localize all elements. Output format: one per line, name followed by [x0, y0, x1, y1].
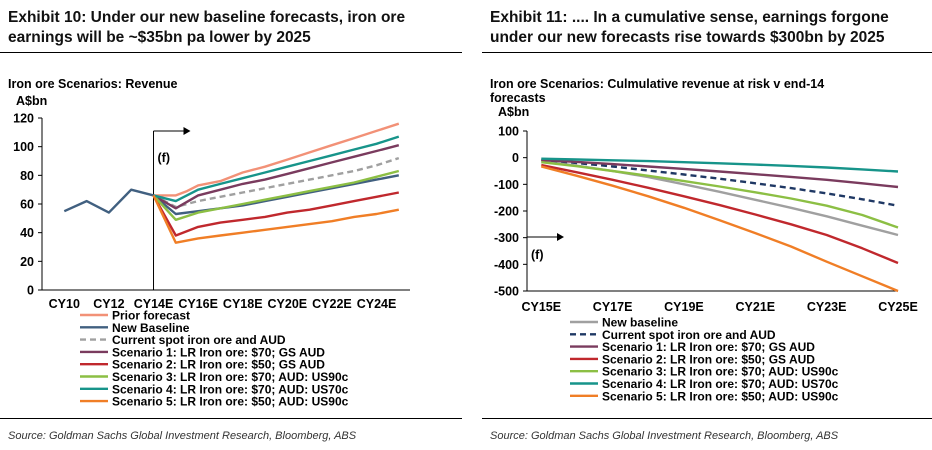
legend-label: Scenario 2: LR Iron ore: $50; GS AUD — [602, 352, 815, 366]
forecast-annotation: (f) — [531, 248, 544, 262]
series-line — [153, 122, 400, 197]
x-tick-label: CY14E — [134, 297, 174, 311]
series-line — [541, 157, 899, 173]
y-axis-unit: A$bn — [498, 105, 530, 119]
x-tick-label: CY21E — [736, 300, 776, 314]
x-tick-label: CY15E — [521, 300, 561, 314]
chart-title: Iron ore Scenarios: Revenue — [8, 77, 178, 91]
x-tick-label: CY24E — [357, 297, 397, 311]
chart-title: Iron ore Scenarios: Culmulative revenue … — [490, 77, 824, 105]
x-tick-label: CY10 — [49, 297, 80, 311]
exhibit-11-title-line1: Exhibit 11: .... In a cumulative sense, … — [490, 9, 889, 26]
revenue-chart: 0 20 40 60 80 100 120 CY10 CY12 CY14E CY16E CY18E CY… — [13, 112, 410, 409]
y-tick-label: 60 — [20, 198, 34, 212]
legend-label: Scenario 4: LR Iron ore: $70; AUD: US70c — [602, 377, 839, 391]
series-line — [152, 156, 400, 209]
forecast-arrow-head — [557, 233, 564, 241]
y-tick-label: 100 — [498, 125, 519, 139]
y-tick-label: 100 — [13, 140, 34, 154]
x-tick-label: CY20E — [268, 297, 308, 311]
title-divider — [482, 52, 932, 53]
y-tick-label: -200 — [494, 205, 519, 219]
x-tick-label: CY18E — [223, 297, 263, 311]
legend-label: Scenario 1: LR Iron ore: $70; GS AUD — [602, 340, 815, 354]
series-line — [152, 144, 400, 210]
y-tick-label: 0 — [27, 284, 34, 298]
legend-label: Scenario 3: LR Iron ore: $70; AUD: US90c — [602, 365, 839, 379]
chart-title-line1: Iron ore Scenarios: Culmulative revenue … — [490, 77, 825, 91]
source-divider — [482, 418, 932, 419]
y-tick-label: 40 — [20, 226, 34, 240]
exhibit-10-panel: Exhibit 10: Under our new baseline forec… — [0, 0, 462, 450]
legend-label: New baseline — [602, 316, 678, 330]
series-line — [541, 163, 899, 265]
y-tick-label: 0 — [512, 151, 519, 165]
x-tick-label: CY25E — [878, 300, 918, 314]
y-tick-label: 20 — [20, 255, 34, 269]
series-line — [541, 161, 899, 229]
series-line — [152, 191, 400, 237]
exhibit-10-title-line2: earnings will be ~$35bn pa lower by 2025 — [8, 29, 311, 46]
exhibit-11-panel: Exhibit 11: .... In a cumulative sense, … — [482, 0, 932, 450]
y-tick-label: -300 — [494, 231, 519, 245]
exhibit-11-title: Exhibit 11: .... In a cumulative sense, … — [490, 8, 889, 48]
y-tick-label: -500 — [494, 285, 519, 299]
x-tick-label: CY22E — [312, 297, 352, 311]
legend-label: Current spot iron ore and AUD — [602, 328, 776, 342]
x-tick-label: CY17E — [593, 300, 633, 314]
exhibit-10-title: Exhibit 10: Under our new baseline forec… — [8, 8, 405, 48]
legend-label: Scenario 1: LR Iron ore: $70; GS AUD — [112, 345, 325, 359]
series-line — [540, 165, 899, 293]
forecast-annotation: (f) — [158, 151, 171, 165]
series-line — [153, 135, 400, 203]
legend-label: Scenario 4: LR Iron ore: $70; AUD: US70c — [112, 382, 349, 396]
x-tick-label: CY16E — [178, 297, 218, 311]
legend-label: Current spot iron ore and AUD — [112, 333, 286, 347]
y-tick-label: -400 — [494, 258, 519, 272]
legend-label: Scenario 5: LR Iron ore: $50; AUD: US90c — [602, 389, 839, 403]
y-axis-unit: A$bn — [16, 94, 48, 108]
y-tick-label: 80 — [20, 169, 34, 183]
legend-label: Scenario 3: LR Iron ore: $70; AUD: US90c — [112, 370, 349, 384]
legend-label: Scenario 2: LR Iron ore: $50; GS AUD — [112, 358, 325, 372]
series-line — [541, 158, 899, 189]
forecast-arrow-head — [183, 127, 191, 135]
source-note: Source: Goldman Sachs Global Investment … — [8, 430, 357, 442]
legend-label: Prior forecast — [112, 309, 190, 323]
x-tick-label: CY19E — [664, 300, 704, 314]
source-divider — [0, 418, 462, 419]
legend-label: Scenario 5: LR Iron ore: $50; AUD: US90c — [112, 395, 349, 409]
chart-title-line2: forecasts — [490, 91, 546, 105]
title-divider — [0, 52, 462, 53]
x-tick-label: CY12 — [93, 297, 124, 311]
cumulative-revenue-chart: -500 -400 -300 -200 -100 0 100 CY15E CY17E CY19E C… — [494, 125, 918, 404]
y-tick-label: 120 — [13, 112, 34, 126]
exhibit-10-title-line1: Exhibit 10: Under our new baseline forec… — [8, 9, 406, 26]
x-tick-label: CY23E — [807, 300, 847, 314]
series-line — [152, 194, 400, 244]
legend-label: New Baseline — [112, 321, 190, 335]
series-line — [152, 169, 400, 222]
y-tick-label: -100 — [494, 178, 519, 192]
source-note: Source: Goldman Sachs Global Investment … — [490, 430, 839, 442]
exhibit-11-title-line2: under our new forecasts rise towards $30… — [490, 29, 885, 46]
